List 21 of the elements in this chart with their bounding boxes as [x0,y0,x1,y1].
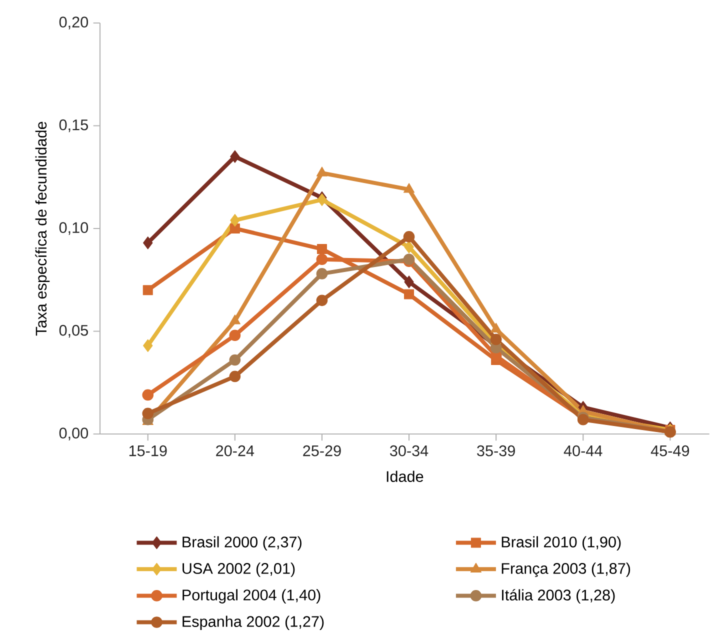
x-tick-label: 20-24 [216,445,254,456]
x-axis-title: Idade [386,470,424,482]
x-tick-label: 45-49 [650,445,690,456]
legend-label: USA 2002 (2,01) [182,562,295,577]
y-tick-label: 0,15 [59,119,88,132]
x-tick-label: 15-19 [129,445,167,456]
x-tick-label: 40-44 [564,445,602,456]
legend-label: Itália 2003 (1,28) [502,589,615,604]
y-tick-label: 0,05 [59,324,88,338]
legend-label: França 2003 (1,87) [502,562,630,577]
legend-label: Espanha 2002 (1,27) [182,616,324,630]
y-tick-label: 0,00 [59,428,88,440]
x-tick-label: 30-34 [390,445,428,456]
y-tick-label: 0,10 [59,222,88,235]
legend-label: Brasil 2000 (2,37) [182,536,302,550]
y-tick-label: 0,20 [59,16,88,30]
legend-label: Brasil 2010 (1,90) [502,536,621,550]
y-axis-title: Taxa específica de fecundidade [35,122,50,336]
x-tick-label: 35-39 [477,445,515,456]
legend-label: Portugal 2004 (1,40) [182,589,320,604]
x-tick-label: 25-29 [303,445,341,456]
